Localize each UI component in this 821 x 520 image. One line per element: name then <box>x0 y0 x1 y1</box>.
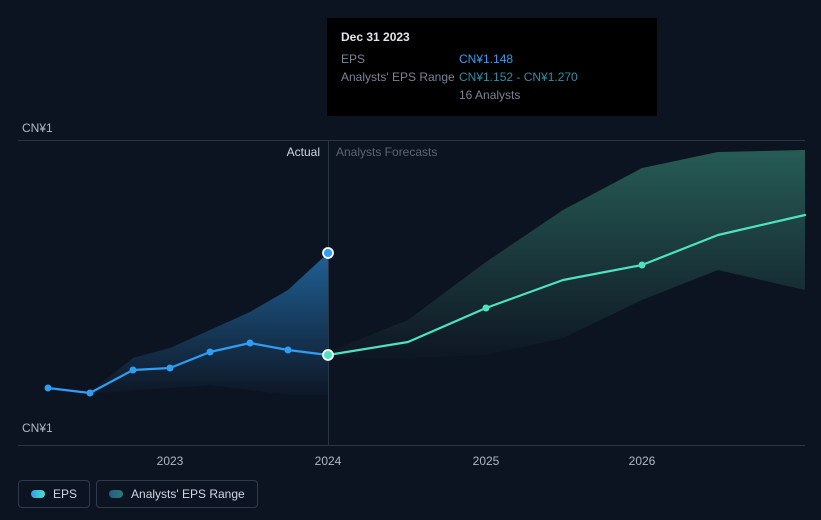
eps-marker-forecast <box>483 305 490 312</box>
x-axis-tick: 2026 <box>629 454 656 468</box>
legend-label-range: Analysts' EPS Range <box>131 487 245 501</box>
tooltip-eps-value: CN¥1.148 <box>459 50 513 68</box>
eps-marker-actual <box>87 390 94 397</box>
legend-swatch-eps <box>31 490 45 498</box>
tooltip-spacer <box>341 86 459 104</box>
tooltip-date: Dec 31 2023 <box>341 28 643 46</box>
x-axis-tick: 2023 <box>157 454 184 468</box>
eps-marker-actual <box>247 340 254 347</box>
legend-swatch-range <box>109 490 123 498</box>
tooltip-analyst-count: 16 Analysts <box>459 86 520 104</box>
eps-marker-actual <box>130 367 137 374</box>
tooltip-range-label: Analysts' EPS Range <box>341 68 459 86</box>
tooltip-range-value: CN¥1.152 - CN¥1.270 <box>459 68 578 86</box>
legend-item-range[interactable]: Analysts' EPS Range <box>96 480 258 508</box>
legend-item-eps[interactable]: EPS <box>18 480 90 508</box>
highlight-marker-eps <box>323 350 333 360</box>
chart-legend: EPS Analysts' EPS Range <box>18 480 258 508</box>
eps-marker-actual <box>167 365 174 372</box>
tooltip-eps-label: EPS <box>341 50 459 68</box>
forecast-eps-range-area <box>328 150 805 358</box>
actual-eps-range-area <box>48 253 328 395</box>
eps-marker-actual <box>45 385 52 392</box>
highlight-marker-range-upper <box>323 248 333 258</box>
eps-marker-actual <box>285 347 292 354</box>
legend-label-eps: EPS <box>53 487 77 501</box>
x-axis-tick: 2024 <box>315 454 342 468</box>
x-axis-tick: 2025 <box>473 454 500 468</box>
eps-marker-forecast <box>639 262 646 269</box>
eps-marker-actual <box>207 349 214 356</box>
data-point-tooltip: Dec 31 2023 EPS CN¥1.148 Analysts' EPS R… <box>327 18 657 116</box>
